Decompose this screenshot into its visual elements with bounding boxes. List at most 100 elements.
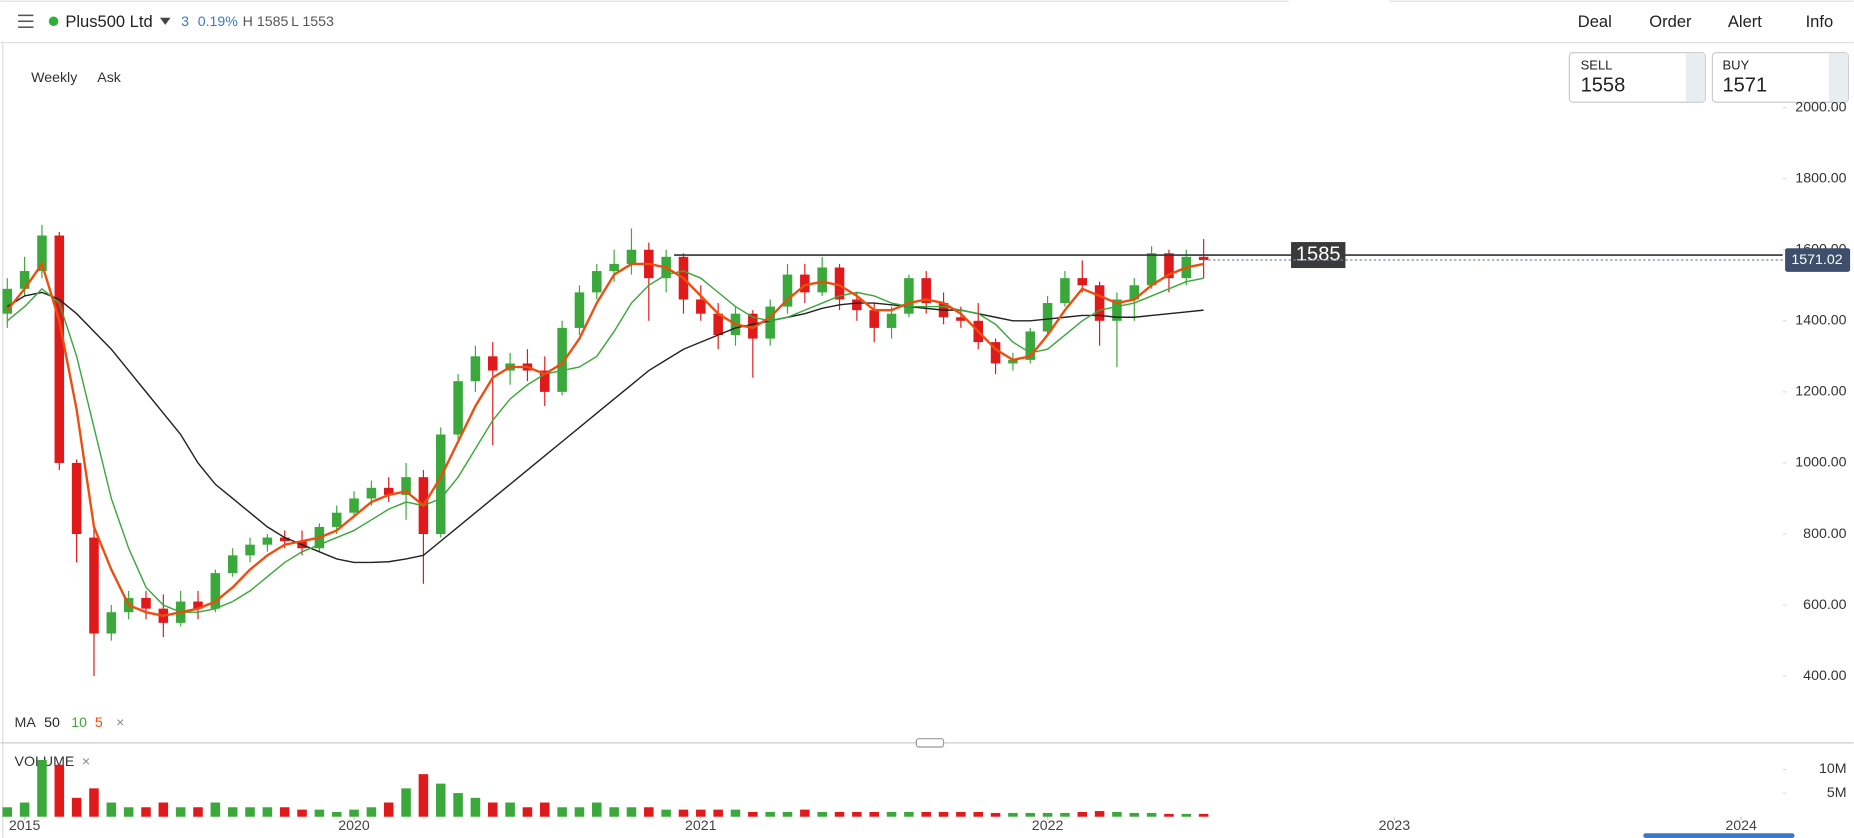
- candle-body: [765, 306, 775, 339]
- change-pct: 0.19%: [198, 14, 239, 30]
- candle-body: [557, 327, 567, 392]
- last-price-label: 1571.02: [1791, 252, 1842, 268]
- y-tick-label: 800.00: [1803, 526, 1846, 542]
- candle-body: [1042, 303, 1053, 332]
- candle-body: [470, 356, 481, 382]
- volume-bar: [1025, 812, 1036, 817]
- volume-bar: [713, 809, 723, 817]
- volume-bar: [210, 802, 221, 817]
- candle-body: [1008, 359, 1018, 364]
- candle-body: [349, 498, 359, 513]
- volume-bar: [886, 811, 897, 817]
- volume-bar: [435, 783, 446, 817]
- candle-body: [800, 274, 810, 293]
- candle-body: [1077, 278, 1088, 286]
- y-tick-label: 1200.00: [1795, 384, 1846, 400]
- ma-line: [6, 291, 1204, 564]
- candle-body: [141, 597, 151, 609]
- volume-bar: [1094, 811, 1105, 817]
- candle-body: [401, 477, 411, 495]
- volume-bar: [540, 802, 550, 817]
- volume-bar: [19, 802, 30, 817]
- volume-bar: [1129, 812, 1140, 817]
- volume-bar: [661, 809, 671, 817]
- menu-item[interactable]: Info: [1806, 12, 1834, 31]
- volume-bar: [557, 807, 567, 817]
- volume-bar: [748, 811, 758, 817]
- scrollbar[interactable]: [1643, 833, 1795, 838]
- volume-bar: [366, 807, 377, 817]
- volume-bar: [1042, 812, 1053, 817]
- last-price-box: [1785, 248, 1851, 272]
- volume-tick-label: 5M: [1827, 785, 1847, 801]
- high: H 1585: [243, 14, 289, 30]
- volume-bar: [852, 811, 862, 817]
- sell-button[interactable]: SELL 1558: [1568, 52, 1706, 103]
- volume-close[interactable]: ×: [82, 754, 90, 770]
- volume-bar: [158, 802, 169, 817]
- candle-body: [748, 313, 758, 339]
- volume-bar: [54, 764, 65, 817]
- price-type[interactable]: Ask: [97, 70, 122, 86]
- hline-label: 1585: [1296, 243, 1341, 265]
- volume-bar: [331, 811, 342, 817]
- volume-bar: [89, 788, 99, 817]
- sell-label: SELL: [1581, 58, 1613, 73]
- volume-bar: [696, 809, 706, 817]
- volume-bar: [141, 807, 151, 817]
- x-tick-label: 2021: [685, 818, 717, 834]
- volume-bar: [401, 788, 411, 817]
- sell-price: 1558: [1581, 75, 1626, 97]
- buy-label: BUY: [1722, 58, 1749, 73]
- interval[interactable]: Weekly: [31, 70, 78, 86]
- volume-tick-label: 10M: [1819, 761, 1847, 777]
- candle-body: [383, 487, 394, 495]
- y-tick-label: 1400.00: [1795, 313, 1846, 329]
- menu-icon[interactable]: [18, 14, 34, 28]
- candle-body: [886, 313, 897, 328]
- candle-body: [990, 342, 1001, 364]
- instrument-name[interactable]: Plus500 Ltd: [65, 12, 152, 31]
- x-tick-label: 2022: [1032, 818, 1064, 834]
- volume-bar: [193, 807, 203, 817]
- volume-bar: [592, 802, 602, 817]
- volume-bar: [1008, 812, 1018, 817]
- candle-body: [696, 299, 706, 314]
- y-tick-label: 2000.00: [1795, 99, 1846, 115]
- candle-body: [487, 356, 498, 371]
- x-tick-label: 2023: [1379, 818, 1411, 834]
- candle-body: [262, 537, 273, 545]
- candle-body: [1129, 285, 1140, 300]
- volume-bar: [938, 811, 949, 817]
- candle-body: [227, 555, 238, 574]
- volume-bar: [869, 811, 879, 817]
- candle-body: [331, 512, 342, 527]
- candle-body: [366, 487, 377, 499]
- volume-bar: [973, 811, 984, 817]
- buy-button[interactable]: BUY 1571: [1711, 52, 1849, 103]
- volume-bar: [175, 807, 186, 817]
- volume-bar: [2, 807, 13, 817]
- volume-bar: [1146, 812, 1157, 817]
- candle-body: [713, 313, 723, 336]
- volume-bar: [644, 807, 654, 817]
- menu-item[interactable]: Alert: [1728, 12, 1762, 31]
- ma-close[interactable]: ×: [116, 715, 124, 731]
- candle-body: [210, 573, 221, 609]
- candle-body: [89, 537, 99, 634]
- ma-line: [6, 270, 1204, 613]
- volume-bar: [71, 797, 82, 817]
- volume-bar: [279, 807, 290, 817]
- volume-bar: [817, 811, 827, 817]
- volume-bar: [37, 759, 47, 817]
- volume-bar: [990, 812, 1001, 817]
- candle-body: [1094, 285, 1105, 321]
- pane-handle[interactable]: [915, 738, 945, 748]
- dropdown-caret[interactable]: [159, 17, 171, 25]
- menu-item[interactable]: Order: [1649, 12, 1692, 31]
- status-dot: [48, 16, 59, 27]
- menu-item[interactable]: Deal: [1578, 12, 1612, 31]
- hline-label-box: [1291, 242, 1346, 269]
